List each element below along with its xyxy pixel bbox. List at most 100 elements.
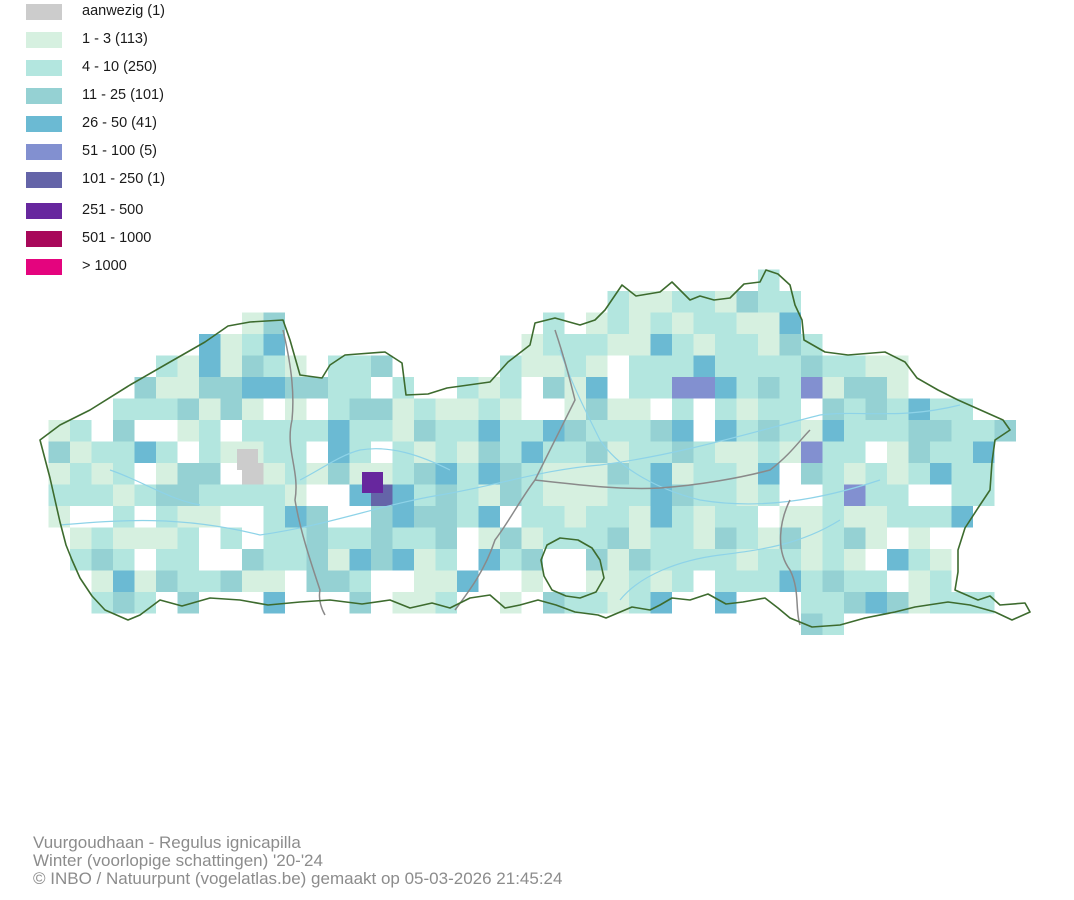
map-caption: Vuurgoudhaan - Regulus ignicapilla Winte… (33, 834, 562, 888)
grid-cell (500, 527, 522, 549)
legend-label: aanwezig (1) (82, 3, 166, 19)
grid-cell (392, 377, 414, 399)
grid-cell (801, 441, 823, 463)
grid-cell (973, 484, 995, 506)
grid-cell (607, 398, 629, 420)
grid-cell (328, 377, 350, 399)
grid-cell (199, 377, 221, 399)
grid-cell (779, 377, 801, 399)
grid-cell (48, 484, 70, 506)
grid-cell (844, 484, 866, 506)
grid-cell (736, 570, 758, 592)
grid-cell (70, 441, 92, 463)
grid-cell (478, 398, 500, 420)
grid-cell (199, 570, 221, 592)
grid-cell (887, 420, 909, 442)
grid-cell (328, 463, 350, 485)
grid-cell (629, 420, 651, 442)
grid-cell (457, 398, 479, 420)
grid-cell (521, 527, 543, 549)
grid-cell (801, 570, 823, 592)
grid-cell (908, 592, 930, 614)
grid-cell (199, 506, 221, 528)
grid-cell (435, 527, 457, 549)
grid-cell (951, 441, 973, 463)
grid-cell (930, 570, 952, 592)
grid-cell (500, 441, 522, 463)
grid-cell (113, 420, 135, 442)
grid-cell (134, 527, 156, 549)
grid-cell (758, 377, 780, 399)
grid-cell (306, 420, 328, 442)
grid-cell (586, 549, 608, 571)
grid-cell (908, 420, 930, 442)
grid-cell (156, 527, 178, 549)
grid-cell (113, 570, 135, 592)
grid-cell (736, 355, 758, 377)
grid-cell (457, 463, 479, 485)
grid-cell (177, 549, 199, 571)
grid-cell (672, 441, 694, 463)
grid-cell (844, 506, 866, 528)
grid-cell (349, 441, 371, 463)
grid-cell (865, 592, 887, 614)
grid-cell (113, 484, 135, 506)
grid-cell (478, 527, 500, 549)
grid-cell (113, 592, 135, 614)
grid-cell (758, 441, 780, 463)
grid-cell (822, 592, 844, 614)
grid-cell (242, 420, 264, 442)
grid-cell (70, 484, 92, 506)
grid-cell (887, 377, 909, 399)
grid-cell (392, 527, 414, 549)
legend-swatch (26, 259, 62, 275)
grid-cell (263, 463, 285, 485)
grid-cell (242, 355, 264, 377)
grid-cell (285, 527, 307, 549)
grid-cell (564, 527, 586, 549)
legend-item: > 1000 (26, 257, 286, 275)
grid-cell (586, 420, 608, 442)
grid-cell (349, 570, 371, 592)
grid-cell (113, 463, 135, 485)
grid-cell (414, 463, 436, 485)
grid-cell (328, 398, 350, 420)
grid-cell (930, 549, 952, 571)
grid-cell (672, 398, 694, 420)
grid-cell (263, 334, 285, 356)
grid-cell (521, 355, 543, 377)
grid-cell (758, 291, 780, 313)
legend-item: 51 - 100 (5) (26, 142, 286, 160)
grid-cell (91, 484, 113, 506)
grid-cell (887, 463, 909, 485)
river-line (59, 404, 961, 536)
grid-cell (263, 312, 285, 334)
grid-cell (930, 506, 952, 528)
grid-cell (715, 355, 737, 377)
grid-cell (629, 570, 651, 592)
grid-cell (242, 549, 264, 571)
grid-cell (908, 570, 930, 592)
grid-cell (650, 484, 672, 506)
grid-cell (177, 355, 199, 377)
grid-cell (414, 527, 436, 549)
legend-item: 11 - 25 (101) (26, 86, 286, 104)
grid-cell (801, 355, 823, 377)
grid-cell (758, 334, 780, 356)
grid-cell (801, 613, 823, 635)
grid-cell (672, 570, 694, 592)
credit-line: © INBO / Natuurpunt (vogelatlas.be) gema… (33, 869, 563, 888)
grid-cell (48, 463, 70, 485)
grid-cell (70, 463, 92, 485)
legend-item: 501 - 1000 (26, 229, 286, 247)
grid-cell (865, 377, 887, 399)
river-line (559, 349, 881, 505)
grid-cell (285, 549, 307, 571)
grid-cell (156, 506, 178, 528)
grid-cell (543, 463, 565, 485)
grid-cell (564, 592, 586, 614)
grid-cell (478, 549, 500, 571)
grid-cell (822, 613, 844, 635)
grid-cell (629, 549, 651, 571)
grid-cell (349, 549, 371, 571)
